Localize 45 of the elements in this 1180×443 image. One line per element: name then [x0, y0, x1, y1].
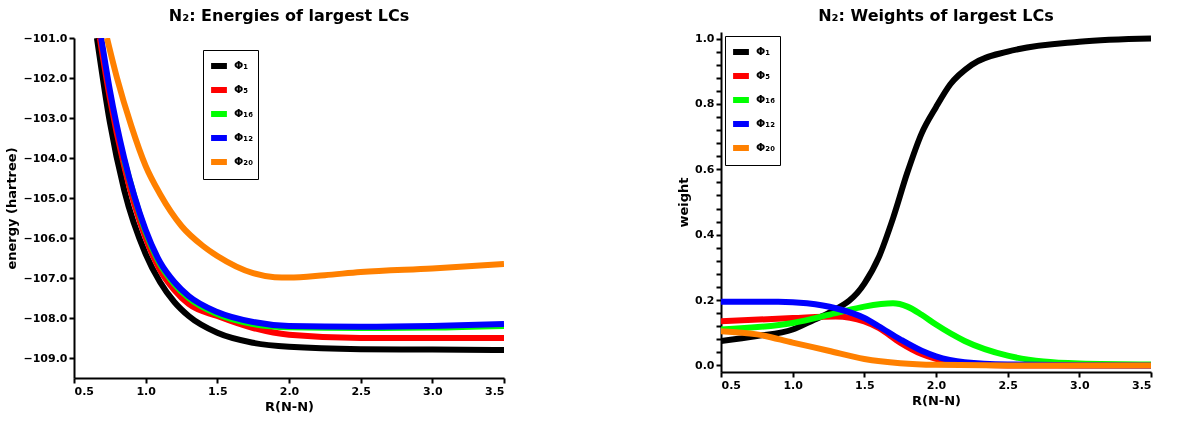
legend-label: Φ₂₀ — [756, 141, 776, 154]
x-tick-label: 1.0 — [136, 384, 157, 398]
y-axis-title: energy (hartree) — [4, 147, 20, 270]
y-tick-label: 0.0 — [695, 358, 715, 372]
y-tick-label: −103.0 — [23, 111, 68, 125]
legend-label: Φ₁ — [234, 59, 249, 72]
x-tick-label: 1.5 — [208, 384, 228, 398]
x-tick-label: 2.0 — [279, 384, 300, 398]
x-tick-label: 2.5 — [351, 384, 371, 398]
y-axis-title: weight — [676, 177, 692, 228]
y-tick-label: −108.0 — [23, 311, 68, 325]
y-tick-label: 1.0 — [695, 32, 715, 46]
y-tick-label: −104.0 — [23, 151, 68, 165]
y-tick-label: 0.6 — [695, 162, 715, 176]
legend-label: Φ₅ — [756, 69, 771, 82]
x-tick-label: 3.0 — [1070, 378, 1090, 392]
legend-label: Φ₁₂ — [234, 131, 254, 144]
y-tick-label: −109.0 — [23, 351, 68, 365]
legend-label: Φ₁₆ — [756, 93, 776, 106]
x-tick-label: 3.5 — [1132, 378, 1152, 392]
x-tick-label: 1.0 — [783, 378, 804, 392]
y-tick-label: −101.0 — [23, 31, 68, 45]
x-tick-label: 2.0 — [926, 378, 947, 392]
legend-label: Φ₁ — [756, 45, 771, 58]
legend-label: Φ₁₆ — [234, 107, 254, 120]
y-tick-label: 0.4 — [695, 228, 715, 242]
x-tick-label: 3.5 — [485, 384, 505, 398]
legend-label: Φ₁₂ — [756, 117, 776, 130]
legend-label: Φ₅ — [234, 83, 249, 96]
x-tick-label: 3.0 — [423, 384, 443, 398]
y-tick-label: −106.0 — [23, 231, 68, 245]
y-tick-label: 0.8 — [695, 97, 715, 111]
x-tick-label: 2.5 — [998, 378, 1018, 392]
y-tick-label: −107.0 — [23, 271, 68, 285]
chart-title: N₂: Energies of largest LCs — [168, 6, 410, 25]
y-tick-label: −105.0 — [23, 191, 68, 205]
x-axis-title: R(N-N) — [911, 392, 962, 408]
x-axis-title: R(N-N) — [264, 398, 315, 414]
x-tick-label: 0.5 — [74, 384, 94, 398]
y-tick-label: −102.0 — [23, 71, 68, 85]
x-tick-label: 0.5 — [721, 378, 741, 392]
y-tick-label: 0.2 — [695, 293, 715, 307]
chart-title: N₂: Weights of largest LCs — [818, 6, 1054, 25]
x-tick-label: 1.5 — [855, 378, 875, 392]
legend-label: Φ₂₀ — [234, 155, 254, 168]
